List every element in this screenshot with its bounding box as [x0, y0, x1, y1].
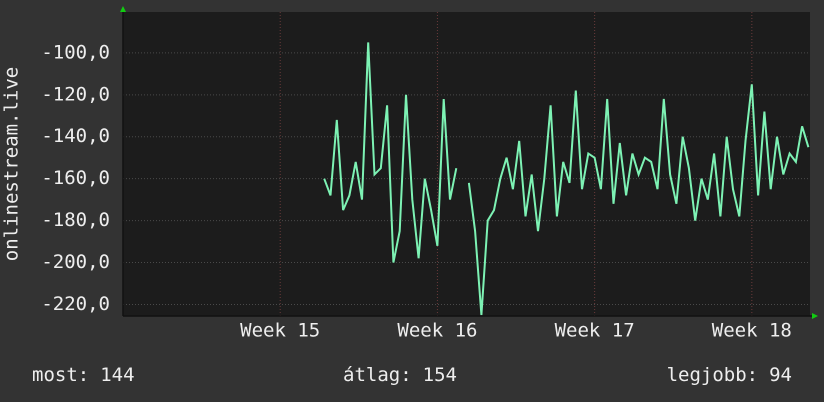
- footer-label: átlag:: [343, 364, 412, 386]
- x-tick-label: Week 15: [240, 320, 320, 342]
- y-tick-label: -100,0: [41, 41, 110, 63]
- y-arrow: [120, 6, 126, 12]
- footer-value: 154: [423, 364, 457, 386]
- x-arrow: [812, 313, 818, 319]
- y-tick-label: -220,0: [41, 293, 110, 315]
- y-tick-label: -180,0: [41, 209, 110, 231]
- data-line: [323, 42, 458, 263]
- y-tick-label: -120,0: [41, 83, 110, 105]
- x-tick-label: Week 18: [712, 320, 792, 342]
- labels: -100,0 -120,0 -140,0 -160,0 -180,0 -200,0 -220…: [32, 41, 792, 385]
- y-tick-label: -200,0: [41, 251, 110, 273]
- marks: [323, 42, 810, 316]
- plot-area: [123, 12, 810, 316]
- y-tick-label: -160,0: [41, 167, 110, 189]
- footer-stat: most: 144: [32, 364, 135, 386]
- x-tick-label: Week 16: [397, 320, 477, 342]
- grid: [123, 12, 810, 316]
- footer-value: 94: [769, 364, 792, 386]
- y-tick-label: -140,0: [41, 125, 110, 147]
- footer-label: most:: [32, 364, 89, 386]
- footer-label: legjobb:: [667, 364, 759, 386]
- x-tick-label: Week 17: [555, 320, 635, 342]
- footer-value: 144: [100, 364, 134, 386]
- y-axis-label: onlinestream.live: [1, 67, 23, 261]
- data-line: [467, 84, 810, 316]
- footer-stat: átlag: 154: [343, 364, 457, 386]
- footer-stat: legjobb: 94: [667, 364, 792, 386]
